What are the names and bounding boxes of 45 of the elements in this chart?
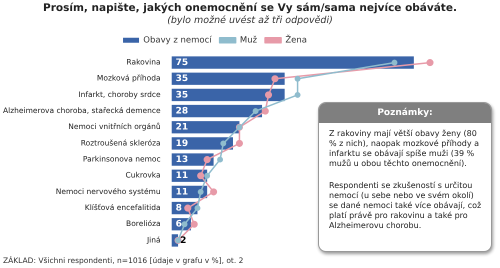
data-label: 35 (176, 90, 188, 100)
point (190, 220, 198, 228)
point (220, 140, 226, 146)
data-label: 13 (176, 154, 188, 165)
point (197, 172, 204, 180)
chart-title: Prosím, napište, jakých onemocnění se Vy sám/sama nejvíce obáváte. (42, 2, 458, 14)
annotation: Z rakoviny mají větší obavy ženy (80 % z nich), naopak mozkové příhody a infarktu se obávají spíše muži (39 % mužů u obou těchto onemocnění). (329, 129, 480, 169)
point (198, 188, 204, 195)
data-label: 19 (176, 138, 188, 149)
data-label: 11 (176, 187, 188, 198)
point (204, 156, 211, 164)
data-label: 2 (180, 236, 186, 246)
bar (172, 88, 285, 102)
chart-subtitle: (bylo možné uvést až tři odpovědi) (166, 15, 334, 26)
point (204, 172, 210, 179)
point (217, 156, 224, 163)
point (262, 108, 269, 115)
point (271, 75, 279, 82)
point (392, 60, 398, 66)
data-label: 8 (176, 203, 182, 214)
data-label: 75 (176, 58, 188, 68)
bar (172, 56, 414, 69)
annotation: Poznámky: (319, 103, 491, 123)
point (236, 140, 243, 147)
point (252, 108, 259, 114)
bar (172, 121, 240, 134)
data-label: 11 (176, 171, 188, 182)
bar (172, 104, 262, 118)
point (194, 205, 200, 212)
point (210, 188, 218, 196)
data-label: 21 (176, 122, 188, 133)
data-label: 35 (176, 74, 188, 84)
bar (172, 137, 233, 150)
point (426, 59, 434, 66)
data-label: 28 (176, 106, 188, 116)
point (294, 92, 301, 98)
legend-label: Žena (285, 34, 307, 46)
bar (172, 72, 285, 85)
data-label: 6 (176, 220, 182, 230)
notes-panel: Poznámky: Z rakoviny mají větší obavy ženy (80 % z nich), naopak mozkové příhody a infarktu se obávají spíše muži (39 % mužů u obou těchto onemocnění). Respondenti se zkušeností s určitou nemocí (u sebe nebo ve svém okolí) se dané nemoci také více obávají, což platí právě pro rakovinu a také pro Alzheimerovu chorobu. (318, 102, 492, 252)
point (294, 76, 301, 82)
legend-label: Obavy z nemocí (143, 35, 212, 46)
legend-label: Muž (240, 35, 258, 46)
point (264, 91, 272, 98)
annotation: Respondenti se zkušeností s určitou nemocí (u sebe nebo ve svém okolí) se dané nemoci také více obávají, což platí právě pro rakovinu a také pro Alzheimerovu chorobu. (329, 181, 482, 231)
